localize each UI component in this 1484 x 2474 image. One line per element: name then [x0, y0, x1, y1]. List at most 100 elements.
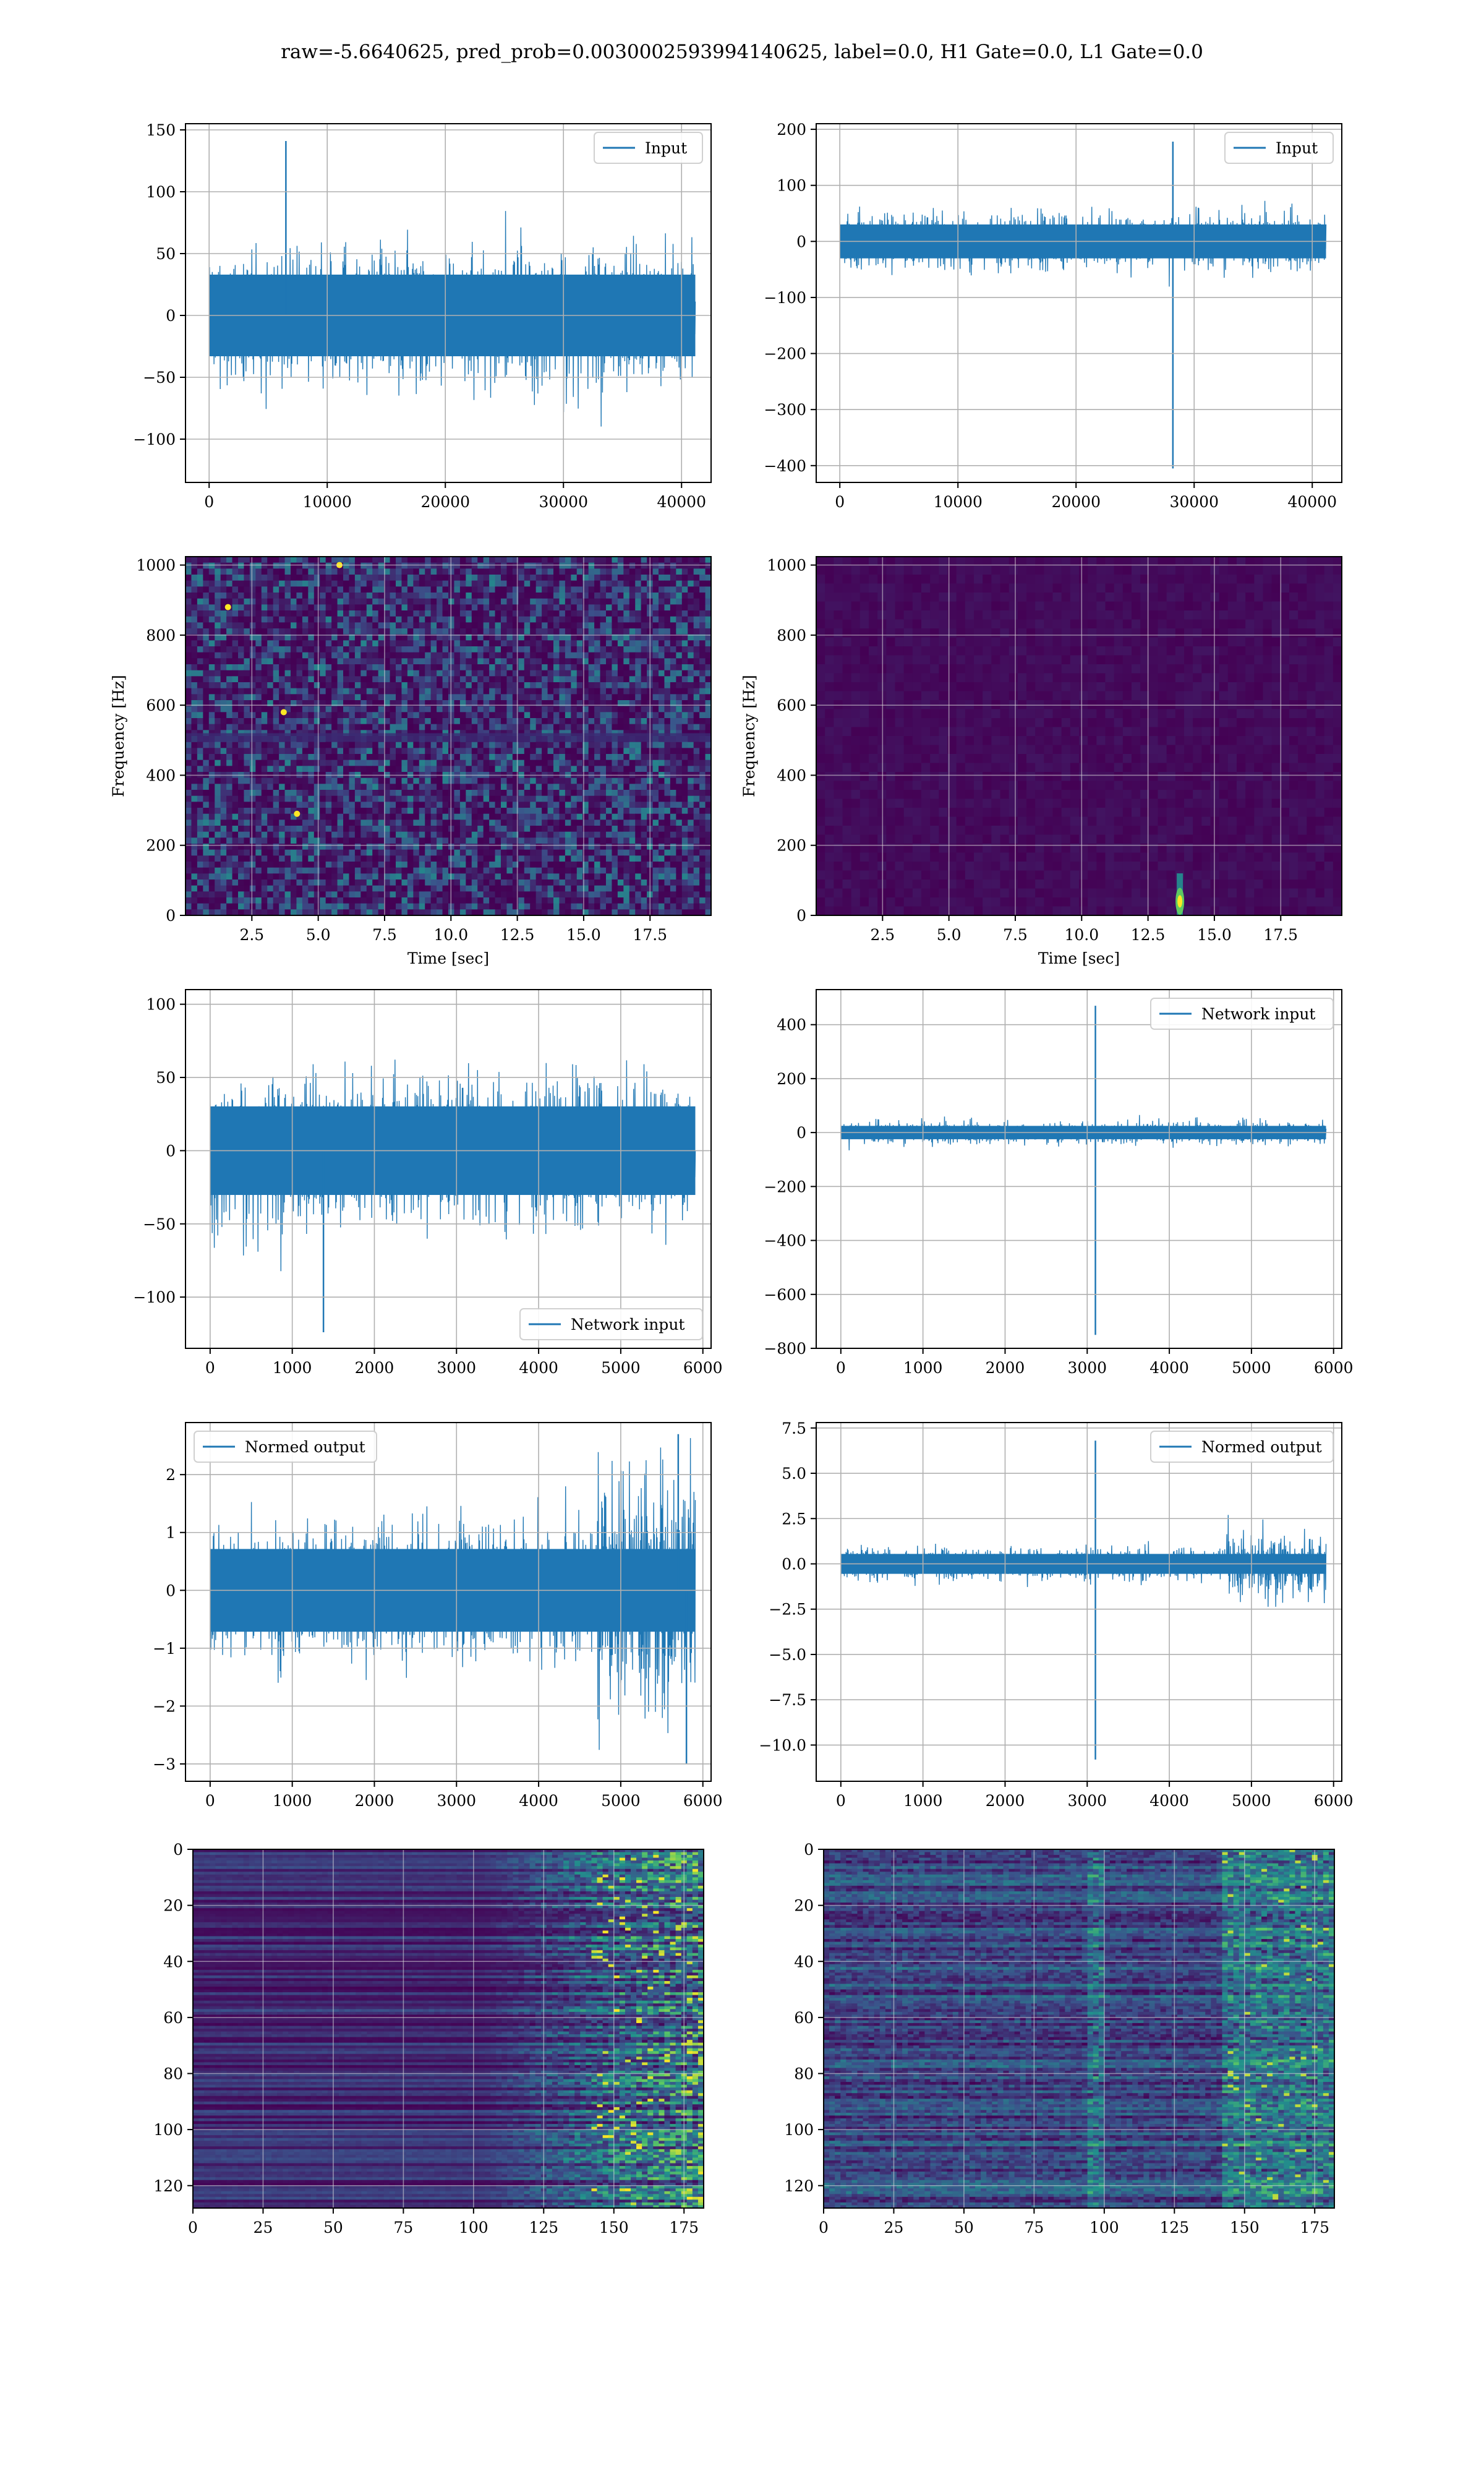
heatmap-cell — [542, 837, 548, 844]
heatmap-cell — [489, 867, 496, 874]
heatmap-cell — [576, 718, 583, 725]
heatmap-cell — [249, 604, 256, 611]
heatmap-cell — [238, 802, 245, 808]
heatmap-cell — [623, 855, 630, 862]
heatmap-cell — [372, 682, 379, 689]
heatmap-cell — [349, 658, 356, 665]
heatmap-cell — [582, 694, 589, 701]
heatmap-cell — [535, 712, 542, 719]
heatmap-cell — [471, 634, 478, 641]
heatmap-cell — [705, 676, 711, 683]
heatmap-cell — [442, 640, 449, 647]
heatmap-cell — [530, 831, 537, 838]
heatmap-cell — [530, 808, 537, 815]
heatmap-cell — [641, 580, 647, 587]
heatmap-cell — [366, 784, 373, 790]
heatmap-cell — [459, 844, 466, 850]
heatmap-cell — [215, 682, 221, 689]
heatmap-cell — [576, 766, 583, 773]
heatmap-cell — [232, 867, 239, 874]
heatmap-cell — [313, 682, 320, 689]
heatmap-cell — [512, 855, 519, 862]
heatmap-cell — [681, 712, 688, 719]
heatmap-cell — [495, 598, 501, 605]
heatmap-cell — [413, 658, 420, 665]
heatmap-cell — [705, 580, 711, 587]
heatmap-cell — [372, 658, 379, 665]
heatmap-cell — [296, 712, 303, 719]
heatmap-cell — [652, 628, 659, 635]
heatmap-cell — [191, 760, 198, 766]
heatmap-cell — [186, 867, 192, 874]
heatmap-cell — [670, 652, 676, 659]
heatmap-cell — [670, 575, 676, 581]
heatmap-cell — [459, 676, 466, 683]
heatmap-cell — [238, 586, 245, 593]
heatmap-cell — [360, 593, 367, 599]
heatmap-cell — [279, 831, 286, 838]
heatmap-cell — [542, 712, 548, 719]
heatmap-cell — [308, 873, 315, 880]
heatmap-cell — [430, 634, 437, 641]
heatmap-cell — [588, 682, 595, 689]
heatmap-cell — [186, 562, 192, 569]
heatmap-cell — [378, 837, 385, 844]
heatmap-cell — [623, 718, 630, 725]
heatmap-cell — [542, 790, 548, 797]
heatmap-cell — [641, 808, 647, 815]
heatmap-cell — [186, 622, 192, 629]
heatmap-cell — [652, 754, 659, 761]
heatmap-cell — [699, 754, 706, 761]
heatmap-cell — [313, 580, 320, 587]
heatmap-cell — [401, 862, 408, 868]
heatmap-cell — [413, 724, 420, 730]
heatmap-cell — [553, 795, 560, 802]
heatmap-cell — [226, 837, 233, 844]
heatmap-cell — [302, 610, 309, 617]
heatmap-cell — [407, 760, 414, 766]
heatmap-cell — [191, 820, 198, 826]
heatmap-cell — [419, 784, 425, 790]
heatmap-cell — [215, 557, 221, 563]
heatmap-cell — [302, 742, 309, 748]
heatmap-cell — [688, 706, 694, 713]
heatmap-cell — [401, 849, 408, 856]
heatmap-cell — [594, 706, 601, 713]
heatmap-cell — [617, 718, 624, 725]
heatmap-cell — [197, 634, 203, 641]
heatmap-cell — [571, 730, 578, 737]
heatmap-cell — [635, 688, 642, 695]
heatmap-cell — [617, 748, 624, 755]
heatmap-cell — [477, 628, 484, 635]
heatmap-cell — [559, 646, 566, 653]
heatmap-cell — [197, 730, 203, 737]
heatmap-cell — [430, 575, 437, 581]
heatmap-cell — [623, 777, 630, 784]
heatmap-cell — [279, 724, 286, 730]
heatmap-cell — [559, 664, 566, 671]
heatmap-cell — [238, 844, 245, 850]
heatmap-cell — [430, 831, 437, 838]
heatmap-cell — [220, 664, 227, 671]
heatmap-cell — [360, 784, 367, 790]
heatmap-cell — [354, 593, 361, 599]
chart-spectrogram-h1: 2.5 5.0 7.5 10.0 12.5 15.0 17.5020040060080010… — [109, 556, 712, 967]
heatmap-cell — [291, 802, 297, 808]
heatmap-cell — [512, 670, 519, 677]
heatmap-cell — [676, 754, 683, 761]
heatmap-cell — [676, 712, 683, 719]
heatmap-cell — [600, 598, 607, 605]
heatmap-cell — [535, 748, 542, 755]
heatmap-cell — [495, 670, 501, 677]
heatmap-cell — [349, 820, 356, 826]
heatmap-cell — [442, 652, 449, 659]
heatmap-cell — [635, 604, 642, 611]
heatmap-cell — [629, 873, 636, 880]
heatmap-cell — [249, 616, 256, 623]
heatmap-cell — [261, 593, 268, 599]
heatmap-cell — [483, 849, 490, 856]
heatmap-cell — [629, 557, 636, 563]
heatmap-cell — [354, 580, 361, 587]
heatmap-cell — [676, 855, 683, 862]
heatmap-cell — [542, 628, 548, 635]
